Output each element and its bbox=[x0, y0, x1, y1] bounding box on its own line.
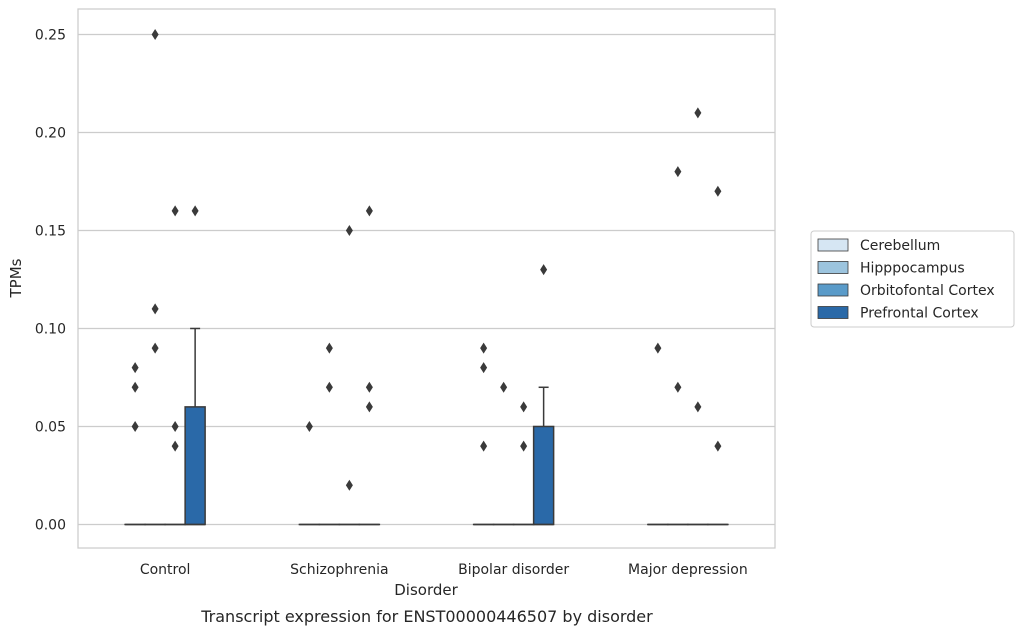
outlier-point bbox=[131, 381, 139, 393]
legend-label: Hipppocampus bbox=[860, 261, 965, 277]
outlier-point bbox=[131, 420, 139, 432]
legend-label: Cerebellum bbox=[860, 238, 940, 254]
box-group bbox=[358, 205, 381, 526]
outlier-point bbox=[131, 362, 139, 374]
box-plot-marks bbox=[124, 28, 729, 526]
outlier-point bbox=[480, 440, 488, 452]
box-group bbox=[512, 401, 535, 526]
outlier-point bbox=[171, 420, 179, 432]
legend-label: Prefrontal Cortex bbox=[860, 306, 979, 322]
outlier-point bbox=[191, 205, 199, 217]
outlier-point bbox=[151, 303, 159, 315]
outlier-point bbox=[694, 401, 702, 413]
box-body bbox=[184, 406, 206, 526]
box-group bbox=[472, 342, 495, 526]
box-group bbox=[184, 205, 206, 526]
outlier-point bbox=[151, 28, 159, 40]
legend: Cerebellum Hipppocampus Orbitofontal Corte… bbox=[810, 230, 1015, 328]
x-tick-label: Major depression bbox=[628, 562, 748, 578]
legend-swatch bbox=[817, 283, 849, 297]
outlier-point bbox=[674, 381, 682, 393]
legend-frame bbox=[810, 230, 1015, 328]
outlier-point bbox=[520, 440, 528, 452]
outlier-point bbox=[694, 107, 702, 119]
box-group bbox=[124, 362, 146, 526]
y-axis-label: TPMs bbox=[7, 258, 25, 298]
x-axis-label: Disorder bbox=[394, 581, 458, 599]
x-axis-ticks: Control Schizophrenia Bipolar disorder Majo… bbox=[140, 562, 748, 578]
outlier-point bbox=[325, 381, 333, 393]
outlier-point bbox=[540, 264, 548, 276]
x-tick-label: Bipolar disorder bbox=[458, 562, 569, 578]
box-group bbox=[532, 264, 555, 526]
box-group bbox=[298, 420, 321, 526]
outlier-point bbox=[654, 342, 662, 354]
legend-label: Orbitofontal Cortex bbox=[860, 283, 995, 299]
outlier-point bbox=[151, 342, 159, 354]
outlier-point bbox=[325, 342, 333, 354]
outlier-point bbox=[520, 401, 528, 413]
outlier-point bbox=[480, 362, 488, 374]
legend-swatch bbox=[817, 306, 849, 319]
outlier-point bbox=[365, 381, 373, 393]
box-group bbox=[318, 342, 341, 526]
box-group bbox=[707, 185, 729, 526]
legend-swatch bbox=[817, 238, 849, 252]
chart-caption: Transcript expression for ENST0000044650… bbox=[200, 607, 653, 626]
outlier-point bbox=[674, 166, 682, 178]
y-tick-label: 0.25 bbox=[35, 27, 66, 43]
outlier-point bbox=[345, 479, 353, 491]
y-tick-label: 0.00 bbox=[35, 517, 66, 533]
outlier-point bbox=[171, 440, 179, 452]
box-group bbox=[338, 224, 361, 526]
x-tick-label: Control bbox=[140, 562, 191, 578]
box-body bbox=[532, 425, 555, 526]
y-tick-label: 0.10 bbox=[35, 321, 66, 337]
y-tick-label: 0.15 bbox=[35, 223, 66, 239]
outlier-point bbox=[500, 381, 508, 393]
outlier-point bbox=[171, 205, 179, 217]
box-group bbox=[164, 205, 186, 526]
y-tick-label: 0.20 bbox=[35, 125, 66, 141]
legend-swatch bbox=[817, 261, 849, 274]
y-axis-ticks: 0.00 0.05 0.10 0.15 0.20 0.25 bbox=[35, 27, 66, 533]
box-group bbox=[647, 342, 669, 526]
box-group bbox=[492, 381, 515, 526]
plot-area-frame bbox=[77, 8, 776, 549]
box-group bbox=[687, 107, 709, 526]
x-tick-label: Schizophrenia bbox=[290, 562, 388, 578]
grid-lines bbox=[78, 33, 775, 526]
outlier-point bbox=[714, 440, 722, 452]
y-tick-label: 0.05 bbox=[35, 419, 66, 435]
outlier-point bbox=[345, 224, 353, 236]
box-group bbox=[667, 166, 689, 526]
outlier-point bbox=[365, 401, 373, 413]
box-group bbox=[144, 28, 166, 526]
outlier-point bbox=[714, 185, 722, 197]
outlier-point bbox=[305, 420, 313, 432]
outlier-point bbox=[365, 205, 373, 217]
outlier-point bbox=[480, 342, 488, 354]
